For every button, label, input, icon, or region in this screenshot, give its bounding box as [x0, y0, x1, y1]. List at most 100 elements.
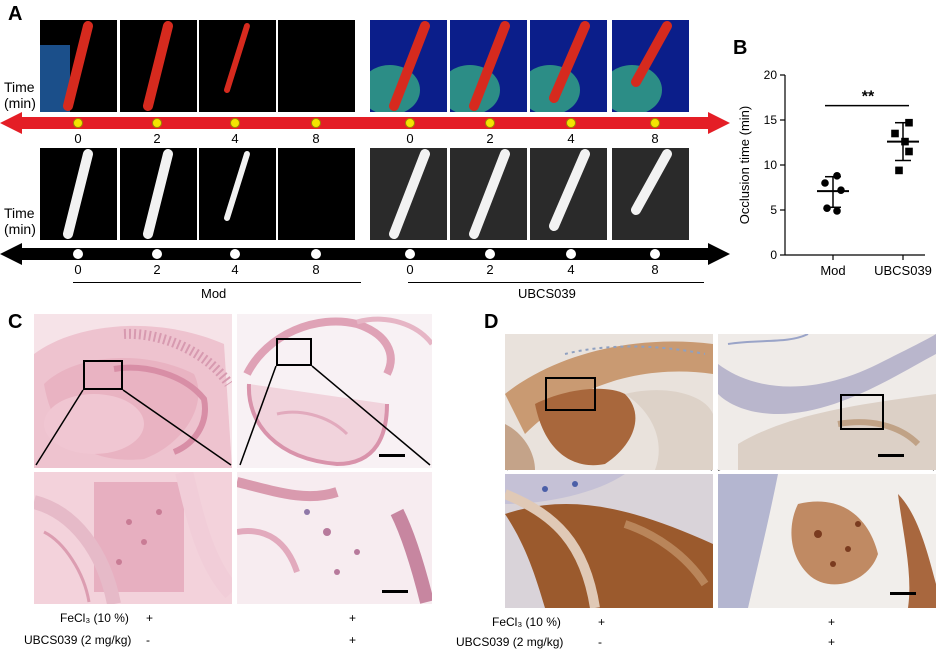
timepoint-dot: [73, 249, 83, 259]
group-line-ubcs: [408, 282, 704, 283]
timepoint-dot: [650, 249, 660, 259]
speckle-image-ubcs-8min: [612, 20, 689, 112]
c-fecl3-mod-value: +: [146, 611, 154, 625]
d-ubcs-mod-value: -: [598, 635, 602, 649]
timepoint-dot: [566, 118, 576, 128]
gray-image-ubcs-8min: [612, 148, 689, 240]
gray-image-mod-8min: [278, 148, 355, 240]
group-line-mod: [73, 282, 361, 283]
timepoint-dot: [73, 118, 83, 128]
speckle-image-mod-8min: [278, 20, 355, 112]
speckle-image-ubcs-2min: [450, 20, 527, 112]
time-label-top: Time (min): [4, 79, 36, 111]
zoom-box-d-mod: [545, 377, 596, 411]
data-point: [905, 118, 913, 127]
bottom-timepoint-label: 8: [651, 262, 659, 277]
gray-image-ubcs-4min: [530, 148, 607, 240]
timepoint-dot: [311, 249, 321, 259]
data-point: [905, 147, 913, 156]
timepoint-dot: [405, 249, 415, 259]
timepoint-dot: [152, 118, 162, 128]
data-point: [833, 172, 841, 180]
significance-label: **: [862, 89, 875, 106]
top-timepoint-label: 8: [312, 131, 320, 146]
speckle-image-ubcs-0min: [370, 20, 447, 112]
zoom-box-d-ubcs: [840, 394, 884, 430]
ihc-image-ubcs-low: [718, 334, 936, 470]
c-ubcs-label: UBCS039 (2 mg/kg): [24, 633, 132, 647]
y-axis-label: Occlusion time (min): [737, 106, 752, 224]
occlusion-time-chart: 0 5 10 15 20 Mod UBCS039 Occlusion time (min) **: [737, 68, 932, 278]
timepoint-dot: [405, 118, 415, 128]
timepoint-dot: [230, 249, 240, 259]
y-tick-label: 20: [764, 68, 778, 82]
y-tick-label: 0: [770, 248, 777, 262]
top-timepoint-label: 8: [651, 131, 659, 146]
bottom-timepoint-label: 4: [231, 262, 239, 277]
group-label-mod: Mod: [201, 286, 227, 301]
c-ubcs-ubcs-value: +: [349, 633, 357, 647]
data-point: [833, 207, 841, 215]
panel-c-letter: C: [8, 311, 23, 333]
speckle-image-ubcs-4min: [530, 20, 607, 112]
d-fecl3-mod-value: +: [598, 615, 606, 629]
c-fecl3-ubcs-value: +: [349, 611, 357, 625]
gray-image-ubcs-0min: [370, 148, 447, 240]
timepoint-dot: [650, 118, 660, 128]
top-timepoint-label: 4: [567, 131, 575, 146]
c-ubcs-mod-value: -: [146, 633, 150, 647]
y-tick-label: 15: [764, 113, 778, 127]
timepoint-dot: [485, 118, 495, 128]
timepoint-dot: [152, 249, 162, 259]
he-stain-image-ubcs-high: [237, 472, 432, 604]
gray-image-mod-2min: [120, 148, 197, 240]
d-fecl3-ubcs-value: +: [828, 615, 836, 629]
bottom-timepoint-label: 0: [74, 262, 82, 277]
d-ubcs-ubcs-value: +: [828, 635, 836, 649]
ihc-image-mod-high: [505, 474, 713, 608]
y-tick-label: 5: [770, 203, 777, 217]
top-timepoint-label: 2: [486, 131, 494, 146]
speckle-image-mod-4min: [199, 20, 276, 112]
panel-b-letter: B: [733, 37, 748, 59]
c-fecl3-label: FeCl₃ (10 %): [60, 611, 129, 625]
gray-image-mod-4min: [199, 148, 276, 240]
panel-a-letter: A: [8, 3, 23, 25]
d-fecl3-label: FeCl₃ (10 %): [492, 615, 561, 629]
data-point: [895, 166, 903, 175]
data-point: [837, 186, 845, 194]
bottom-timepoint-label: 0: [406, 262, 414, 277]
zoom-box-c-mod: [83, 360, 123, 390]
bottom-timepoint-label: 8: [312, 262, 320, 277]
data-point: [891, 129, 899, 138]
top-timepoint-label: 0: [74, 131, 82, 146]
speckle-image-mod-2min: [120, 20, 197, 112]
d-ubcs-label: UBCS039 (2 mg/kg): [456, 635, 564, 649]
time-arrow-top: [0, 112, 730, 134]
he-stain-image-mod-high: [34, 472, 232, 604]
timepoint-dot: [230, 118, 240, 128]
ihc-image-ubcs-high: [718, 474, 936, 608]
he-stain-image-ubcs-low: [237, 314, 432, 468]
speckle-image-mod-0min: [40, 20, 117, 112]
panel-d-letter: D: [484, 311, 499, 333]
timepoint-dot: [566, 249, 576, 259]
data-point: [823, 204, 831, 212]
top-timepoint-label: 4: [231, 131, 239, 146]
y-tick-label: 10: [764, 158, 778, 172]
group-label-ubcs: UBCS039: [518, 286, 576, 301]
time-arrow-bottom: [0, 243, 730, 265]
x-tick-label-mod: Mod: [820, 263, 845, 278]
time-label-bottom: Time (min): [4, 205, 36, 237]
bottom-timepoint-label: 4: [567, 262, 575, 277]
timepoint-dot: [311, 118, 321, 128]
data-point: [901, 137, 909, 146]
gray-image-mod-0min: [40, 148, 117, 240]
top-timepoint-label: 2: [153, 131, 161, 146]
gray-image-ubcs-2min: [450, 148, 527, 240]
top-timepoint-label: 0: [406, 131, 414, 146]
bottom-timepoint-label: 2: [486, 262, 494, 277]
x-tick-label-ubcs039: UBCS039: [874, 263, 932, 278]
bottom-timepoint-label: 2: [153, 262, 161, 277]
zoom-box-c-ubcs: [276, 338, 312, 366]
